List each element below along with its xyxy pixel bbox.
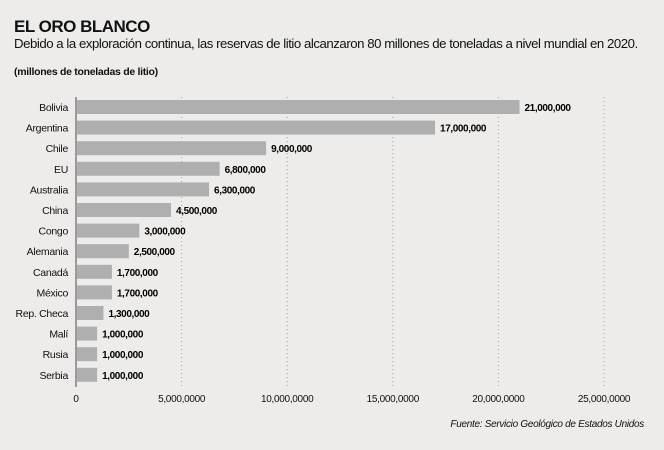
category-label: Rep. Checa: [16, 308, 69, 320]
bar: [76, 306, 104, 320]
category-label: Alemania: [27, 246, 69, 258]
category-label: China: [42, 205, 68, 217]
x-tick-label: 25,000,0000: [578, 394, 631, 405]
category-label: México: [37, 287, 69, 299]
bar: [76, 203, 172, 217]
category-label: Bolivia: [39, 102, 68, 114]
value-label: 1,300,000: [108, 309, 150, 320]
category-label: Serbia: [39, 370, 68, 382]
chart-subtitle: Debido a la exploración continua, las re…: [14, 36, 638, 51]
value-label: 3,000,000: [144, 227, 186, 238]
bar: [76, 223, 140, 238]
value-label: 9,000,000: [271, 144, 313, 155]
bars: [76, 100, 520, 382]
value-label: 1,700,000: [117, 288, 159, 299]
bar: [76, 120, 436, 135]
value-label: 6,800,000: [225, 165, 267, 176]
category-label: Canadá: [33, 267, 68, 279]
value-label: 1,000,000: [102, 371, 144, 382]
bar: [76, 285, 112, 300]
bar: [76, 347, 98, 362]
category-label: Congo: [39, 226, 69, 238]
grid-lines: [181, 97, 605, 387]
value-label: 6,300,000: [214, 185, 256, 196]
x-tick-label: 5,000,0000: [158, 394, 206, 405]
bar: [76, 182, 210, 197]
bar: [76, 326, 98, 341]
value-label: 17,000,000: [440, 124, 487, 135]
source-note: Fuente: Servicio Geológico de Estados Un…: [450, 419, 644, 430]
bar: [76, 244, 129, 259]
x-tick-label: 15,000,0000: [367, 394, 420, 405]
category-label: EU: [54, 164, 68, 176]
unit-note: (millones de toneladas de litio): [14, 66, 158, 78]
x-tick-label: 20,000,0000: [472, 394, 525, 405]
x-tick-label: 0: [73, 394, 79, 405]
value-label: 1,000,000: [102, 350, 144, 361]
bar: [76, 367, 98, 382]
value-label: 4,500,000: [176, 206, 218, 217]
category-label: Rusia: [43, 349, 69, 361]
bar: [76, 141, 267, 156]
category-label: Chile: [46, 143, 69, 155]
x-tick-labels: 0 5,000,0000 10,000,0000 15,000,0000 20,000,…: [73, 394, 631, 405]
value-label: 1,700,000: [117, 268, 159, 279]
value-label: 21,000,000: [525, 103, 572, 114]
category-label: Australia: [30, 184, 69, 196]
category-labels: Bolivia Argentina Chile EU Australia China Con…: [16, 102, 69, 382]
category-label: Malí: [49, 329, 68, 341]
bar: [76, 264, 112, 279]
x-tick-label: 10,000,0000: [261, 394, 314, 405]
chart-title: EL ORO BLANCO: [14, 17, 150, 36]
value-labels: 21,000,000 17,000,000 9,000,000 6,800,000 6,…: [102, 103, 572, 382]
category-label: Argentina: [26, 123, 69, 135]
value-label: 2,500,000: [134, 247, 176, 258]
value-label: 1,000,000: [102, 330, 144, 341]
bar: [76, 161, 220, 176]
bar: [76, 100, 520, 114]
